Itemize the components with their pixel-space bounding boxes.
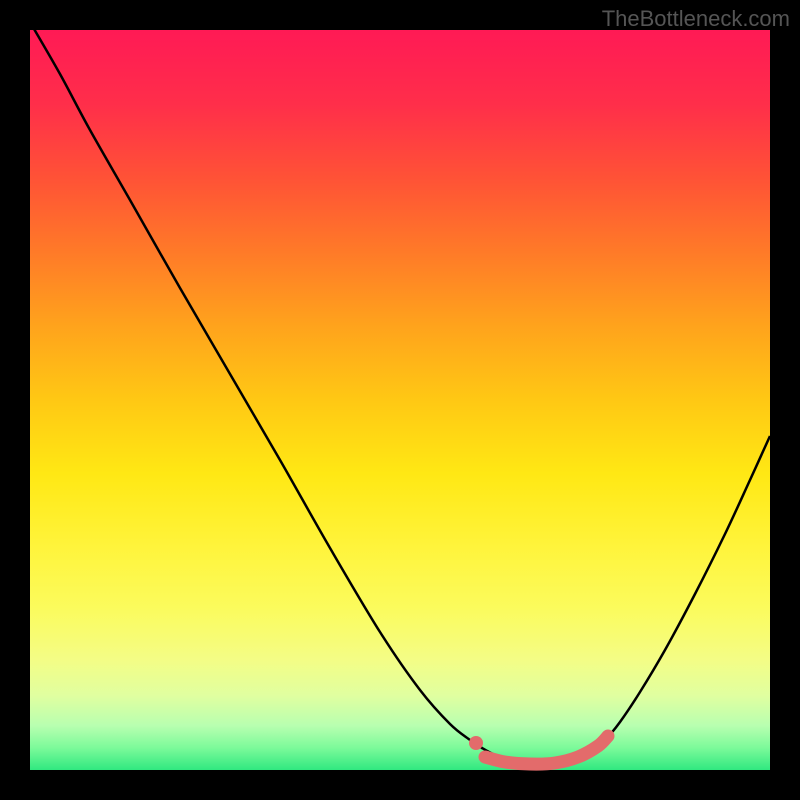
chart-plot-area [30,30,770,770]
watermark-text: TheBottleneck.com [602,6,790,32]
